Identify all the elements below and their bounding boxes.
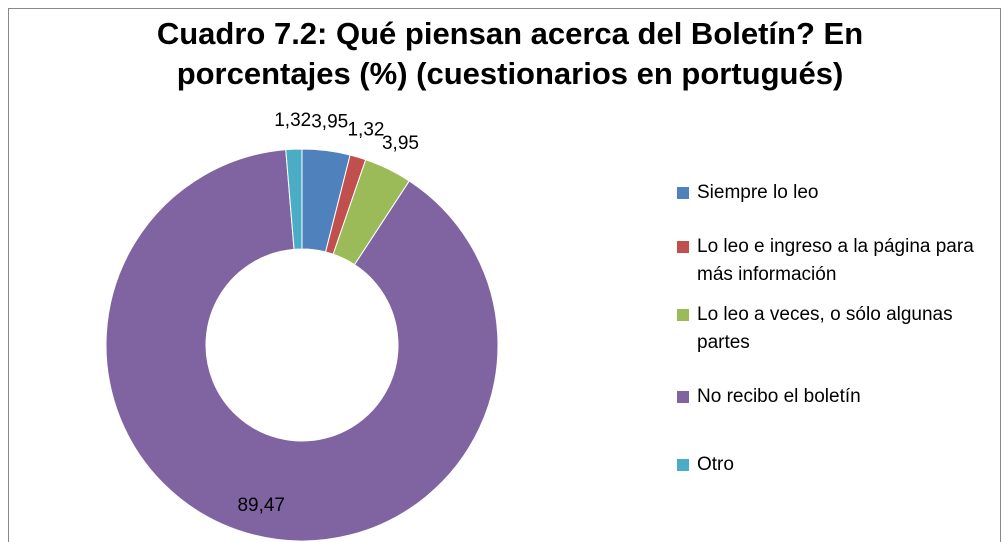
legend-item: Otro bbox=[677, 451, 997, 479]
legend-swatch bbox=[677, 241, 689, 253]
donut-slice bbox=[285, 148, 303, 250]
legend-label: Siempre lo leo bbox=[697, 182, 819, 203]
legend-swatch bbox=[677, 309, 689, 321]
legend-item: Lo leo a veces, o sólo algunas partes bbox=[677, 301, 997, 357]
data-label: 3,95 bbox=[382, 133, 419, 154]
data-label: 1,32 bbox=[274, 110, 311, 131]
chart-title: Cuadro 7.2: Qué piensan acerca del Bolet… bbox=[156, 16, 864, 91]
data-label: 1,32 bbox=[347, 119, 384, 140]
data-label: 3,95 bbox=[311, 112, 348, 133]
legend-item: Siempre lo leo bbox=[677, 179, 997, 207]
legend-label: Lo leo e ingreso a la página para más in… bbox=[697, 236, 974, 285]
legend-swatch bbox=[677, 391, 689, 403]
legend-item: No recibo el boletín bbox=[677, 383, 997, 411]
legend-swatch bbox=[677, 459, 689, 471]
legend-label: Lo leo a veces, o sólo algunas partes bbox=[697, 304, 953, 353]
donut-slice bbox=[105, 149, 499, 542]
legend-label: Otro bbox=[697, 454, 734, 475]
legend-swatch bbox=[677, 187, 689, 199]
legend-item: Lo leo e ingreso a la página para más in… bbox=[677, 233, 997, 289]
data-label: 89,47 bbox=[237, 495, 285, 516]
chart-border bbox=[8, 8, 1001, 542]
legend-label: No recibo el boletín bbox=[697, 386, 861, 407]
